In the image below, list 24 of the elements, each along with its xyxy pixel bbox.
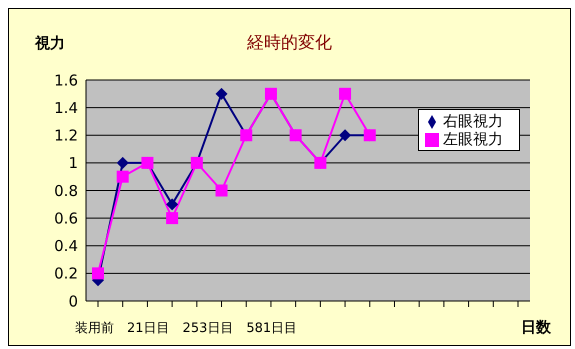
point — [92, 267, 104, 280]
text: 日数 — [521, 318, 551, 337]
point — [116, 156, 129, 169]
y-axis-title: 視力 — [35, 34, 65, 53]
y-tick-label: 0 — [68, 292, 78, 310]
chart-title: 経時的変化 — [247, 33, 332, 53]
point — [166, 212, 178, 224]
y-tick-label: 1.2 — [54, 126, 78, 145]
legend-label: 左眼視力 — [443, 130, 503, 148]
y-tick-label: 1 — [68, 154, 78, 172]
legend-label: 右眼視力 — [443, 112, 503, 130]
y-tick-label: 0.6 — [54, 209, 78, 228]
y-tick-label: 0.8 — [54, 182, 78, 200]
text: 装用前 21日目 253日目 581日目 — [75, 320, 298, 337]
y-tick-label: 0.2 — [54, 264, 78, 283]
point — [116, 170, 129, 183]
point — [216, 184, 228, 196]
y-tick-label: 1.6 — [54, 71, 78, 90]
point — [216, 88, 228, 100]
point — [166, 198, 178, 210]
point — [339, 129, 352, 142]
point — [339, 88, 352, 100]
y-tick-label: 0.4 — [54, 237, 78, 256]
y-tick-label: 1.4 — [54, 98, 78, 117]
